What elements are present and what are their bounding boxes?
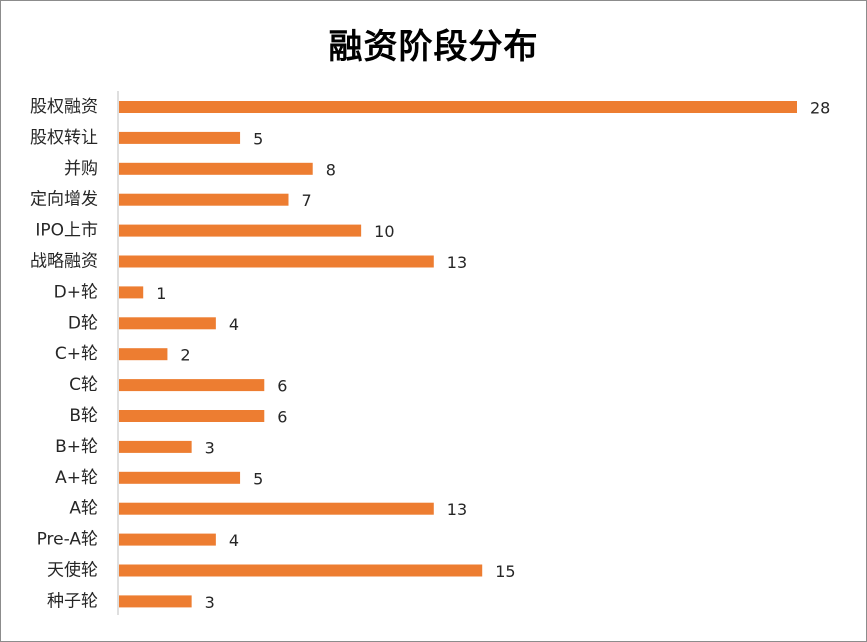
value-label: 8	[326, 160, 336, 179]
bar	[119, 595, 192, 608]
bar	[119, 502, 434, 515]
bar	[119, 317, 216, 330]
value-label: 3	[205, 438, 215, 457]
value-label: 7	[302, 191, 312, 210]
bar	[119, 162, 313, 175]
value-label: 10	[374, 222, 394, 241]
bar	[119, 533, 216, 546]
bars-group: 股权融资 28 股权转让 5 并购 8 定向增发 7 IPO上市 10 战略融资 13 D+轮 1 D轮 4 C…	[30, 97, 830, 612]
category-label: C轮	[69, 375, 98, 395]
value-label: 6	[277, 377, 287, 396]
bar	[119, 255, 434, 268]
value-label: 5	[253, 129, 263, 148]
chart-title: 融资阶段分布	[328, 27, 539, 67]
category-label: B轮	[69, 406, 98, 426]
bar	[119, 348, 168, 361]
category-label: 股权转让	[30, 128, 98, 148]
value-label: 13	[447, 253, 467, 272]
category-label: Pre-A轮	[37, 530, 98, 550]
bar	[119, 101, 797, 113]
value-label: 15	[495, 562, 515, 581]
value-label: 1	[156, 284, 166, 303]
value-label: 28	[810, 99, 830, 118]
category-label: 定向增发	[30, 190, 98, 210]
category-label: C+轮	[55, 344, 98, 364]
category-label: A轮	[69, 499, 98, 519]
bar	[119, 131, 241, 144]
category-label: D轮	[68, 313, 98, 333]
bar	[119, 471, 241, 484]
bar	[119, 224, 362, 237]
category-label: 战略融资	[30, 252, 98, 272]
bar	[119, 193, 289, 206]
value-label: 2	[180, 346, 190, 365]
category-label: B+轮	[55, 437, 98, 457]
category-label: D+轮	[54, 282, 98, 302]
value-label: 5	[253, 469, 263, 488]
category-label: 种子轮	[47, 591, 98, 611]
category-label: 股权融资	[30, 97, 98, 117]
bar	[119, 564, 483, 577]
category-label: 并购	[64, 159, 98, 179]
bar	[119, 286, 144, 299]
value-label: 3	[205, 593, 215, 612]
value-label: 4	[229, 531, 239, 550]
value-label: 6	[277, 408, 287, 427]
value-label: 4	[229, 315, 239, 334]
bar	[119, 410, 265, 422]
bar	[119, 379, 265, 392]
bar	[119, 440, 192, 453]
category-label: A+轮	[55, 468, 98, 488]
category-label: 天使轮	[47, 560, 98, 581]
category-label: IPO上市	[35, 221, 98, 241]
value-label: 13	[447, 500, 467, 519]
